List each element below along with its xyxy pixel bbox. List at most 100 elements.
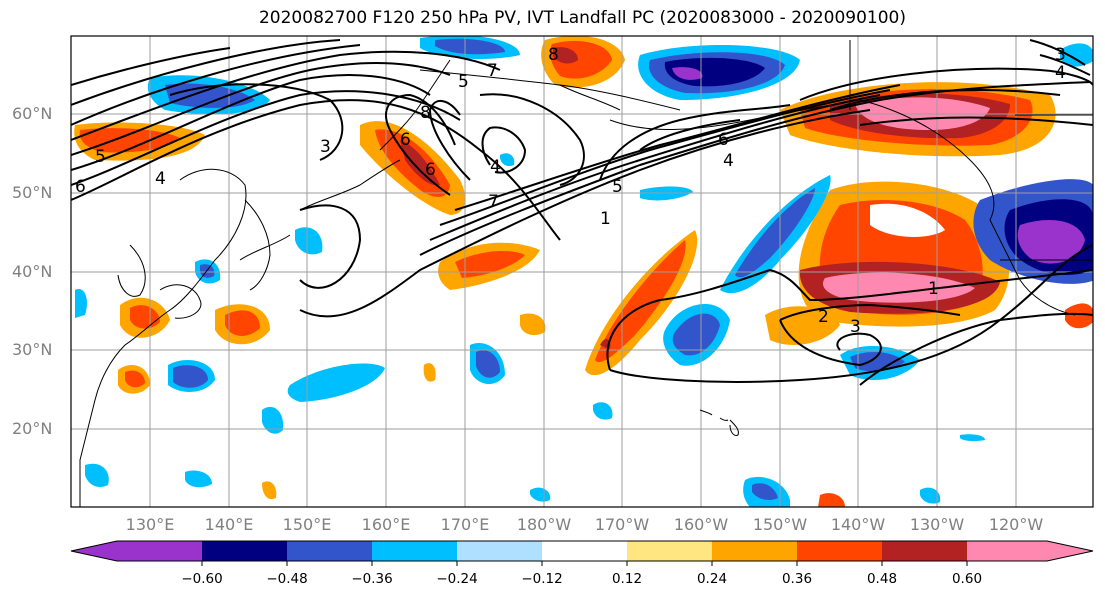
contour-label: 8 bbox=[548, 45, 559, 65]
pv-positive-region bbox=[79, 128, 180, 153]
pv-positive-region bbox=[225, 310, 260, 336]
lon-tick-label: 130°W bbox=[909, 515, 965, 534]
colorbar-tick-label: 0.48 bbox=[866, 571, 898, 587]
pv-negative-region bbox=[850, 351, 905, 372]
pv-positive-region bbox=[818, 493, 845, 507]
pv-negative-region bbox=[435, 38, 505, 55]
colorbar-tick-label: −0.12 bbox=[521, 571, 563, 587]
colorbar-tick-label: −0.36 bbox=[351, 571, 393, 587]
lon-tick-label: 160°E bbox=[361, 515, 411, 534]
colorbar-segment bbox=[372, 541, 457, 561]
pv-positive-region bbox=[130, 305, 160, 329]
pv-positive-region bbox=[1065, 303, 1093, 329]
lon-tick-label: 130°E bbox=[125, 515, 175, 534]
lon-tick-label: 120°W bbox=[988, 515, 1044, 534]
pv-negative-region bbox=[672, 67, 703, 80]
pv-positive-region bbox=[423, 363, 436, 382]
contour-label: 7 bbox=[488, 192, 499, 212]
lon-tick-label: 170°E bbox=[440, 515, 490, 534]
pv-negative-region bbox=[1017, 220, 1085, 264]
map-frame bbox=[70, 35, 1094, 508]
lon-tick-label: 150°E bbox=[282, 515, 332, 534]
lat-tick-label: 60°N bbox=[12, 104, 53, 123]
contour-label: 3 bbox=[1055, 45, 1066, 65]
pv-positive-region bbox=[520, 313, 546, 336]
map-title: 2020082700 F120 250 hPa PV, IVT Landfall… bbox=[258, 8, 906, 28]
pv-negative-region bbox=[752, 483, 778, 500]
colorbar-tick-label: 0.12 bbox=[611, 571, 643, 587]
contour-label: 5 bbox=[95, 147, 106, 167]
colorbar-segment bbox=[882, 541, 967, 561]
contour-label: 5 bbox=[612, 177, 623, 197]
pv-positive-region bbox=[125, 370, 145, 388]
lat-tick-label: 50°N bbox=[12, 183, 53, 202]
pv-negative-region bbox=[476, 350, 500, 378]
pv-positive-region bbox=[595, 240, 686, 363]
pv-negative-region bbox=[287, 363, 385, 402]
colorbar-segment bbox=[712, 541, 797, 561]
lon-tick-label: 160°W bbox=[673, 515, 729, 534]
colorbar-tick-label: −0.48 bbox=[266, 571, 308, 587]
contour-label: 1 bbox=[928, 279, 939, 299]
contour-label: 1 bbox=[600, 209, 611, 229]
colorbar-segment bbox=[71, 541, 202, 561]
pv-positive-region bbox=[455, 250, 525, 278]
pv-negative-region bbox=[672, 313, 720, 356]
pv-negative-region bbox=[530, 487, 551, 502]
contour-label: 4 bbox=[490, 157, 501, 177]
colorbar-outline bbox=[70, 540, 1094, 562]
colorbar-tick-label: 0.60 bbox=[951, 571, 983, 587]
colorbar-segment bbox=[627, 541, 712, 561]
contour-label: 8 bbox=[420, 103, 431, 123]
colorbar-tick-label: −0.60 bbox=[181, 571, 223, 587]
pv-negative-region bbox=[185, 470, 212, 488]
contour-label: 4 bbox=[1055, 63, 1066, 83]
contour-label: 2 bbox=[818, 307, 829, 327]
lon-tick-label: 180°W bbox=[516, 515, 572, 534]
colorbar bbox=[70, 540, 1094, 566]
contour-label: 7 bbox=[487, 61, 498, 81]
lat-tick-label: 40°N bbox=[12, 262, 53, 281]
lon-tick-label: 140°E bbox=[204, 515, 254, 534]
colorbar-segment bbox=[542, 541, 627, 561]
colorbar-tick-label: 0.36 bbox=[781, 571, 813, 587]
lon-tick-label: 150°W bbox=[752, 515, 808, 534]
lat-tick-label: 20°N bbox=[12, 419, 53, 438]
pv-negative-region bbox=[960, 434, 985, 442]
pv-negative-region bbox=[735, 188, 815, 278]
contour-label: 4 bbox=[723, 151, 734, 171]
pv-positive-region bbox=[765, 306, 840, 345]
contour-label: 5 bbox=[458, 72, 469, 92]
pv-positive-region bbox=[400, 140, 440, 186]
contour-label: 6 bbox=[75, 177, 86, 197]
lat-tick-label: 30°N bbox=[12, 340, 53, 359]
colorbar-tick-label: 0.24 bbox=[696, 571, 728, 587]
contour-label: 3 bbox=[850, 317, 861, 337]
contour-label: 6 bbox=[718, 130, 729, 150]
graticule bbox=[71, 36, 1093, 507]
colorbar-segment bbox=[202, 541, 287, 561]
lon-tick-label: 140°W bbox=[830, 515, 886, 534]
colorbar-segment bbox=[967, 541, 1093, 561]
colorbar-segment bbox=[797, 541, 882, 561]
contour-label: 6 bbox=[400, 130, 411, 150]
contour-label-group: 5 4 6 5 3 8 6 4 7 1 5 6 4 6 7 1 2 3 3 4 … bbox=[75, 45, 1066, 337]
lon-tick-label: 170°W bbox=[594, 515, 650, 534]
ivt-contours bbox=[71, 39, 1093, 386]
pv-negative-region bbox=[85, 463, 109, 487]
pv-negative-region bbox=[173, 365, 208, 388]
pv-positive-region bbox=[870, 203, 945, 237]
contour-label: 6 bbox=[425, 160, 436, 180]
pv-positive-region bbox=[553, 47, 578, 64]
contour-label: 4 bbox=[155, 169, 166, 189]
pv-negative-region bbox=[1060, 43, 1093, 67]
colorbar-segment bbox=[457, 541, 542, 561]
pv-negative-region bbox=[593, 402, 613, 420]
colorbar-segment bbox=[287, 541, 372, 561]
pv-negative-region bbox=[75, 289, 87, 318]
colorbar-tick-label: −0.24 bbox=[436, 571, 478, 587]
pv-negative-region bbox=[500, 153, 515, 167]
pv-negative-region bbox=[920, 487, 941, 504]
contour-label: 3 bbox=[320, 137, 331, 157]
